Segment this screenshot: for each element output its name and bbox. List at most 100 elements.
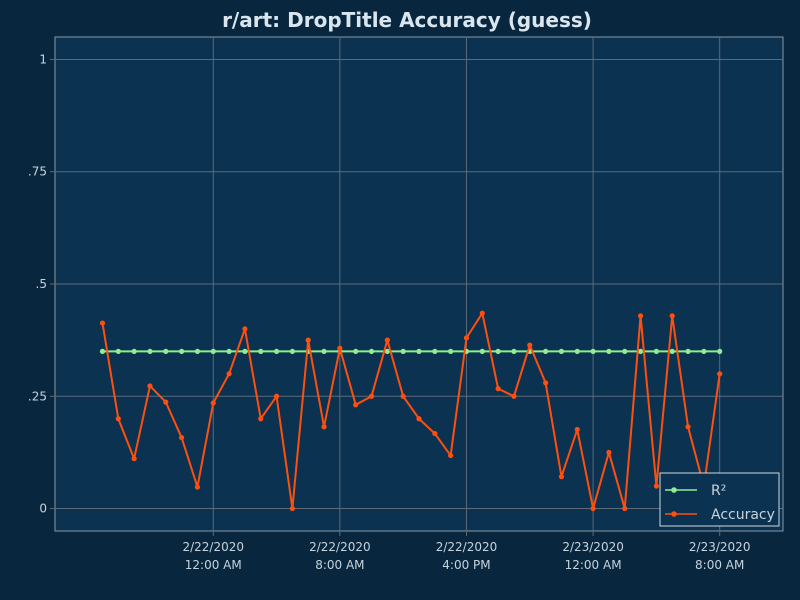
data-point[interactable] — [574, 426, 580, 433]
data-point[interactable] — [210, 400, 216, 406]
data-point[interactable] — [432, 348, 438, 354]
data-point[interactable] — [226, 348, 232, 354]
data-point[interactable] — [543, 348, 549, 354]
data-point[interactable] — [258, 348, 264, 354]
x-tick-time: 8:00 AM — [695, 558, 744, 572]
data-point[interactable] — [210, 348, 216, 354]
data-point[interactable] — [606, 348, 612, 354]
data-point[interactable] — [115, 348, 121, 354]
data-point[interactable] — [179, 434, 185, 441]
series-r2 — [99, 348, 723, 354]
data-point[interactable] — [637, 313, 644, 319]
data-point[interactable] — [622, 505, 628, 512]
axis-labels: 0 .25 .5 .75 1 2/22/2020 12:00 AM 2/22/2020 8:00… — [28, 52, 751, 572]
data-point[interactable] — [273, 393, 280, 399]
data-point[interactable] — [653, 483, 659, 489]
legend-swatch-marker — [671, 487, 677, 493]
legend-box — [659, 472, 780, 527]
data-point[interactable] — [321, 424, 327, 430]
data-point[interactable] — [353, 348, 359, 354]
data-point[interactable] — [305, 337, 311, 343]
data-point[interactable] — [637, 348, 644, 354]
data-point[interactable] — [685, 424, 691, 430]
data-point[interactable] — [432, 430, 438, 437]
data-point[interactable] — [194, 484, 201, 490]
data-point[interactable] — [384, 348, 390, 354]
data-point[interactable] — [558, 348, 565, 354]
data-point[interactable] — [321, 348, 327, 354]
data-point[interactable] — [527, 342, 533, 348]
data-point[interactable] — [463, 335, 470, 341]
data-point[interactable] — [258, 416, 264, 422]
chart-title: r/art: DropTitle Accuracy (guess) — [222, 8, 592, 32]
data-point[interactable] — [448, 348, 454, 354]
data-point[interactable] — [495, 386, 501, 392]
legend-item[interactable]: Accuracy — [665, 507, 775, 523]
data-point[interactable] — [590, 505, 596, 512]
data-point[interactable] — [653, 348, 659, 354]
data-point[interactable] — [416, 416, 422, 422]
data-point[interactable] — [368, 393, 375, 399]
data-point[interactable] — [163, 399, 169, 405]
data-point[interactable] — [717, 371, 723, 377]
data-point[interactable] — [179, 348, 185, 354]
data-point[interactable] — [479, 310, 485, 316]
data-point[interactable] — [242, 326, 248, 332]
data-point[interactable] — [495, 348, 501, 354]
x-tick-time: 12:00 AM — [185, 558, 242, 572]
data-point[interactable] — [273, 348, 280, 354]
data-point[interactable] — [131, 456, 137, 462]
data-point[interactable] — [669, 313, 675, 319]
data-point[interactable] — [163, 348, 169, 354]
y-tick-label: .5 — [36, 277, 47, 291]
x-tick-date: 2/22/2020 — [309, 540, 371, 554]
y-tick-label: .25 — [28, 389, 47, 403]
data-point[interactable] — [289, 348, 295, 354]
series-line — [101, 312, 721, 510]
data-point[interactable] — [479, 348, 485, 354]
y-tick-label: .75 — [28, 165, 47, 179]
data-point[interactable] — [558, 474, 565, 480]
data-point[interactable] — [669, 348, 675, 354]
data-point[interactable] — [242, 348, 248, 354]
data-point[interactable] — [400, 348, 406, 354]
x-tick-time: 4:00 PM — [442, 558, 490, 572]
data-point[interactable] — [606, 449, 612, 456]
y-tick-label: 1 — [39, 52, 47, 66]
data-point[interactable] — [717, 348, 723, 354]
data-point[interactable] — [99, 320, 106, 326]
data-point[interactable] — [590, 348, 596, 354]
data-point[interactable] — [147, 383, 153, 389]
data-point[interactable] — [384, 337, 390, 343]
legend-label: Accuracy — [711, 507, 775, 523]
data-point[interactable] — [416, 348, 422, 354]
y-tick-label: 0 — [39, 502, 47, 516]
data-point[interactable] — [511, 348, 517, 354]
data-point[interactable] — [622, 348, 628, 354]
x-tick-date: 2/23/2020 — [562, 540, 624, 554]
legend-label: R² — [711, 483, 726, 499]
data-point[interactable] — [99, 348, 106, 354]
data-point[interactable] — [131, 348, 137, 354]
data-point[interactable] — [147, 348, 153, 354]
data-point[interactable] — [115, 416, 121, 422]
legend[interactable]: R² Accuracy — [659, 472, 780, 527]
x-tick-date: 2/23/2020 — [689, 540, 751, 554]
data-point[interactable] — [226, 371, 232, 377]
data-point[interactable] — [543, 380, 549, 386]
data-point[interactable] — [289, 505, 295, 512]
data-point[interactable] — [448, 452, 454, 459]
legend-item[interactable]: R² — [665, 483, 726, 499]
data-point[interactable] — [574, 348, 580, 354]
data-point[interactable] — [353, 402, 359, 408]
data-point[interactable] — [685, 348, 691, 354]
data-point[interactable] — [701, 348, 707, 354]
data-point[interactable] — [400, 393, 406, 399]
data-point[interactable] — [194, 348, 201, 354]
data-point[interactable] — [368, 348, 375, 354]
data-point[interactable] — [511, 393, 517, 399]
x-tick-time: 8:00 AM — [315, 558, 364, 572]
legend-swatch-marker — [671, 511, 677, 517]
data-point[interactable] — [337, 345, 343, 351]
